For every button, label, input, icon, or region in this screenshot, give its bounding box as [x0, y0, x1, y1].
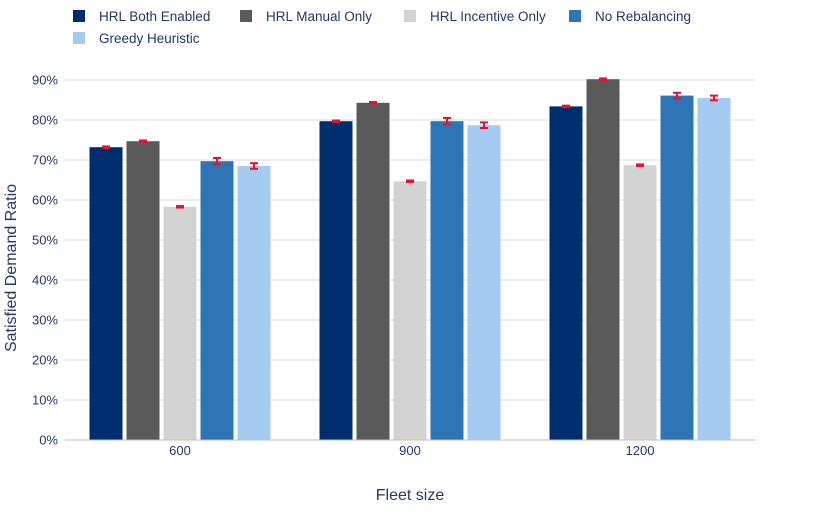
- error-bar: [443, 117, 451, 126]
- bar-hrl-manual-only-1200: [586, 79, 620, 440]
- legend-swatch: [569, 10, 581, 22]
- legend-swatch: [404, 10, 416, 22]
- bars: [89, 79, 731, 441]
- x-axis-ticks: 600 900 1200: [169, 443, 654, 458]
- y-axis-ticks: 0% 10% 20% 30% 40% 50% 60% 70% 80% 90%: [32, 73, 58, 448]
- bar-no-rebalancing-1200: [660, 95, 694, 440]
- legend: HRL Both Enabled HRL Manual Only HRL Incen…: [73, 9, 691, 46]
- x-tick-label: 600: [169, 443, 191, 458]
- bar-greedy-heuristic-1200: [697, 98, 731, 440]
- legend-label: HRL Incentive Only: [430, 9, 546, 24]
- bar-hrl-incentive-only-600: [163, 206, 197, 440]
- bar-hrl-both-enabled-600: [89, 147, 123, 440]
- y-tick-label: 80%: [32, 113, 58, 128]
- bar-no-rebalancing-900: [430, 121, 464, 440]
- bar-hrl-both-enabled-900: [319, 121, 353, 440]
- y-tick-label: 40%: [32, 273, 58, 288]
- error-bar: [102, 145, 110, 149]
- y-tick-label: 70%: [32, 153, 58, 168]
- legend-swatch: [73, 32, 85, 44]
- legend-item-hrl-both-enabled: HRL Both Enabled: [73, 9, 210, 24]
- error-bar: [250, 162, 258, 170]
- legend-item-no-rebalancing: No Rebalancing: [569, 9, 691, 24]
- error-bar: [406, 179, 414, 183]
- y-tick-label: 0%: [39, 433, 58, 448]
- error-bar: [213, 157, 221, 166]
- legend-item-hrl-manual-only: HRL Manual Only: [240, 9, 372, 24]
- bar-hrl-manual-only-900: [356, 102, 390, 441]
- legend-swatch: [73, 10, 85, 22]
- legend-label: Greedy Heuristic: [99, 31, 200, 46]
- error-bar: [480, 121, 488, 129]
- y-axis-title: Satisfied Demand Ratio: [3, 184, 20, 352]
- y-tick-label: 20%: [32, 353, 58, 368]
- x-axis-title: Fleet size: [376, 487, 445, 504]
- error-bars: [102, 77, 718, 209]
- legend-label: HRL Manual Only: [266, 9, 372, 24]
- legend-item-greedy-heuristic: Greedy Heuristic: [73, 31, 200, 46]
- legend-label: HRL Both Enabled: [99, 9, 210, 24]
- y-tick-label: 90%: [32, 73, 58, 88]
- error-bar: [139, 139, 147, 143]
- bar-hrl-incentive-only-900: [393, 181, 427, 440]
- error-bar: [710, 94, 718, 102]
- error-bar: [562, 104, 570, 109]
- y-tick-label: 10%: [32, 393, 58, 408]
- legend-item-hrl-incentive-only: HRL Incentive Only: [404, 9, 546, 24]
- bar-greedy-heuristic-900: [467, 125, 501, 440]
- x-tick-label: 900: [399, 443, 421, 458]
- legend-label: No Rebalancing: [595, 9, 691, 24]
- y-tick-label: 50%: [32, 233, 58, 248]
- bar-hrl-manual-only-600: [126, 141, 160, 440]
- bar-hrl-both-enabled-1200: [549, 106, 583, 441]
- bar-no-rebalancing-600: [200, 161, 234, 440]
- error-bar: [636, 163, 644, 167]
- y-tick-label: 30%: [32, 313, 58, 328]
- error-bar: [599, 77, 607, 81]
- error-bar: [369, 101, 377, 105]
- legend-swatch: [240, 10, 252, 22]
- error-bar: [176, 205, 184, 209]
- error-bar: [332, 119, 340, 123]
- bar-hrl-incentive-only-1200: [623, 165, 657, 440]
- y-tick-label: 60%: [32, 193, 58, 208]
- x-tick-label: 1200: [626, 443, 655, 458]
- bar-greedy-heuristic-600: [237, 166, 271, 440]
- error-bar: [673, 91, 681, 100]
